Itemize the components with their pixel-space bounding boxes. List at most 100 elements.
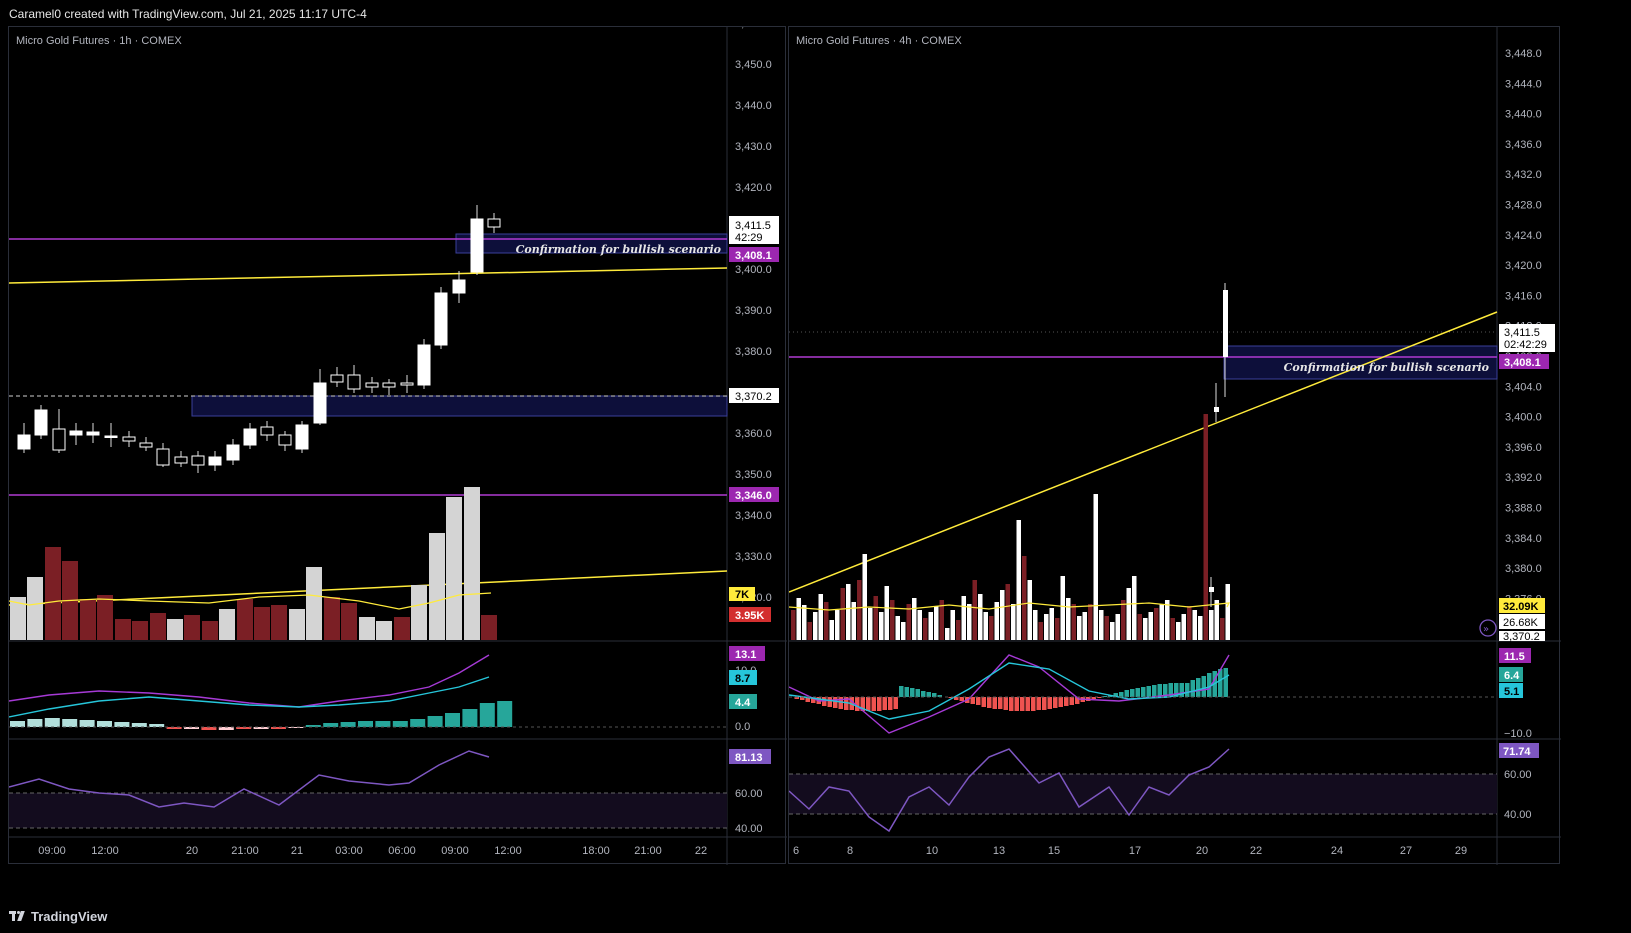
time-tick-label: 24 xyxy=(1331,845,1343,857)
candle-body xyxy=(156,448,170,466)
hist-tag xyxy=(729,694,757,709)
price-tick-label: 3,340.0 xyxy=(735,510,772,522)
macd-histogram-bar xyxy=(1141,687,1146,697)
confirmation-zone-box[interactable] xyxy=(1223,345,1498,380)
volume-bar xyxy=(219,609,235,640)
volume-bar xyxy=(254,607,270,640)
volume-bar xyxy=(167,619,183,640)
annotation-text[interactable]: Confirmation for bullish scenario xyxy=(516,243,721,256)
go-to-realtime-icon[interactable] xyxy=(1479,619,1497,637)
chart-title[interactable]: Micro Gold Futures · 1h · COMEX xyxy=(16,35,182,47)
time-tick-label: 21 xyxy=(291,845,303,857)
rsi-tag xyxy=(1499,743,1539,758)
volume-bar xyxy=(1055,618,1060,640)
volume-bar xyxy=(411,585,427,640)
volume-bar xyxy=(1132,576,1137,640)
volume-bar xyxy=(1071,604,1076,640)
macd-histogram-bar xyxy=(114,722,130,727)
volume-bar xyxy=(1005,584,1010,640)
volume-bar xyxy=(989,616,994,640)
macd-histogram-bar xyxy=(1102,696,1107,697)
volume-bar xyxy=(818,594,823,640)
macd-histogram-bar xyxy=(79,720,95,727)
chart-1h-canvas[interactable]: Confirmation for bullish scenario 3,460.… xyxy=(9,27,787,865)
macd-histogram-bar xyxy=(305,725,321,727)
annotation-text[interactable]: Confirmation for bullish scenario xyxy=(1284,361,1489,374)
hist-value: 4.4 xyxy=(735,697,751,709)
chart-panel-4h[interactable]: Confirmation for bullish scenario 3,448.… xyxy=(788,26,1561,865)
countdown-value: 42:29 xyxy=(735,232,763,244)
macd-histogram-bar xyxy=(827,697,832,707)
macd-histogram-bar xyxy=(1025,697,1030,711)
chart-panel-1h[interactable]: Confirmation for bullish scenario 3,460.… xyxy=(8,26,787,865)
macd-histogram-bar xyxy=(1163,684,1168,697)
rsi-line xyxy=(789,748,1230,833)
volume-bar xyxy=(45,547,61,640)
time-tick-label: 06:00 xyxy=(388,845,416,857)
tradingview-brand: TradingView xyxy=(31,909,108,924)
volume-bar xyxy=(1220,618,1225,640)
time-tick-label: 20 xyxy=(186,845,198,857)
volume-bar xyxy=(950,610,955,640)
candle-body xyxy=(243,428,257,446)
macd-histogram-bar xyxy=(201,727,217,730)
time-tick-label: 13 xyxy=(993,845,1005,857)
volume-ma-value: 32.09K xyxy=(1503,601,1539,613)
level-lower-value: 3,346.0 xyxy=(735,490,772,502)
volume-bar xyxy=(857,580,862,640)
price-tick-label: 3,420.0 xyxy=(735,182,772,194)
macd-histogram-bar xyxy=(166,727,182,729)
chart-4h-canvas[interactable]: Confirmation for bullish scenario 3,448.… xyxy=(789,27,1561,865)
trendline-price[interactable] xyxy=(789,311,1498,593)
volume-bar xyxy=(1016,520,1021,640)
rsi-line xyxy=(9,750,490,808)
macd-histogram-bar xyxy=(27,719,43,727)
price-tick-label: 3,392.0 xyxy=(1505,472,1542,484)
candle-body xyxy=(487,218,501,228)
candle-body xyxy=(1223,290,1228,357)
time-tick-label: 03:00 xyxy=(335,845,363,857)
macd-histogram-bar xyxy=(253,727,269,729)
volume-bar xyxy=(289,609,305,640)
volume-bar xyxy=(1198,616,1203,640)
chart-title[interactable]: Micro Gold Futures · 4h · COMEX xyxy=(796,35,962,47)
time-tick-label: 22 xyxy=(695,845,707,857)
macd-histogram-bar xyxy=(1201,676,1206,697)
support-zone-box[interactable] xyxy=(191,395,728,417)
time-tick-label: 12:00 xyxy=(91,845,119,857)
candle-body xyxy=(122,436,136,442)
price-tick-label: 3,440.0 xyxy=(735,100,772,112)
macd-histogram-bar xyxy=(1130,689,1135,697)
macd-histogram-bar xyxy=(1168,683,1173,697)
trendline-volume[interactable] xyxy=(9,570,728,606)
macd-histogram-bar xyxy=(288,727,304,728)
volume-bar xyxy=(394,617,410,640)
volume-bar xyxy=(1170,618,1175,640)
hist-tag xyxy=(1499,683,1523,698)
volume-bar xyxy=(1187,606,1192,640)
volume-bar xyxy=(237,599,253,640)
macd-histogram-bar xyxy=(1031,697,1036,711)
volume-bar xyxy=(1088,604,1093,640)
macd-histogram-bar xyxy=(497,701,513,727)
volume-bar xyxy=(890,600,895,640)
price-tick-label: 3,436.0 xyxy=(1505,139,1542,151)
price-tick-label: 3,388.0 xyxy=(1505,503,1542,515)
price-tick-label: 3,424.0 xyxy=(1505,230,1542,242)
macd-histogram-bar xyxy=(904,687,909,697)
volume-bar xyxy=(1110,622,1115,640)
tradingview-logo[interactable]: TradingView xyxy=(9,909,107,924)
level-box-tag xyxy=(729,388,779,403)
volume-bar xyxy=(851,602,856,640)
level-box-value: 3,370.2 xyxy=(735,391,772,403)
rsi-band xyxy=(9,793,727,828)
candle-body xyxy=(260,426,274,436)
macd-histogram-bar xyxy=(915,689,920,697)
volume-bar xyxy=(1104,616,1109,640)
trendline-price[interactable] xyxy=(9,267,728,284)
macd-histogram-bar xyxy=(1146,686,1151,697)
macd-histogram-bar xyxy=(998,697,1003,709)
top-bar: Caramel0 created with TradingView.com, J… xyxy=(0,0,1631,26)
macd-histogram-bar xyxy=(462,709,478,727)
go-to-realtime-arrow-icon: » xyxy=(1483,624,1489,635)
